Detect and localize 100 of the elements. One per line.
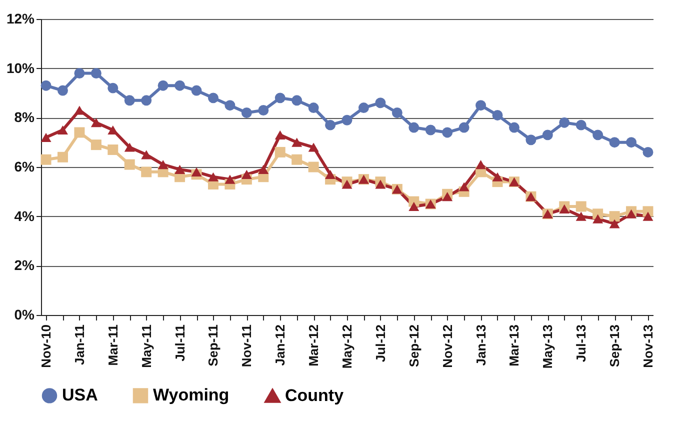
point <box>141 166 152 178</box>
y-tick-label: 0% <box>14 306 36 322</box>
point <box>476 100 486 111</box>
y-tick-label: 4% <box>14 208 36 224</box>
point <box>40 154 52 165</box>
point <box>358 102 369 114</box>
point <box>74 127 85 138</box>
point <box>90 140 102 150</box>
point <box>342 180 352 189</box>
x-tick-label: Sep-12 <box>406 324 422 368</box>
point <box>576 212 586 221</box>
point <box>74 106 85 115</box>
point <box>458 122 470 133</box>
x-tick-label: Jul-13 <box>574 324 589 362</box>
y-tick-label: 10% <box>6 60 36 76</box>
point <box>74 68 85 78</box>
point <box>258 164 269 174</box>
point <box>274 146 286 158</box>
point <box>124 142 135 152</box>
point <box>626 209 637 218</box>
point <box>308 162 319 172</box>
x-tick-label: Sep-11 <box>206 324 221 366</box>
point <box>158 80 168 91</box>
point <box>308 102 319 114</box>
point <box>375 98 386 108</box>
point <box>40 80 52 91</box>
point <box>375 180 386 189</box>
x-tick-label: Mar-12 <box>306 324 322 366</box>
x-tick-label: Sep-13 <box>607 324 622 368</box>
point <box>224 100 236 111</box>
point <box>559 117 570 128</box>
x-tick-label: Nov-11 <box>239 324 254 368</box>
point <box>241 170 252 179</box>
point <box>208 172 218 182</box>
point <box>274 130 286 140</box>
point <box>191 167 202 176</box>
point <box>57 85 68 96</box>
point <box>191 85 202 96</box>
x-tick-label: Nov-12 <box>440 324 455 368</box>
point <box>526 134 536 146</box>
point <box>308 142 319 152</box>
point <box>442 192 453 202</box>
x-tick-label: Mar-13 <box>506 324 522 366</box>
point <box>174 80 186 91</box>
point <box>108 144 118 155</box>
point <box>542 130 553 140</box>
y-tick-label: 2% <box>14 257 36 274</box>
legend-label: USA <box>62 386 98 405</box>
x-tick-label: Jul-12 <box>372 324 388 362</box>
x-tick-label: Nov-10 <box>38 324 54 368</box>
point <box>57 152 68 162</box>
point <box>442 127 453 138</box>
x-tick-label: May-12 <box>340 324 354 369</box>
point <box>224 174 236 184</box>
legend-label: Wyoming <box>153 386 230 405</box>
point <box>325 120 336 130</box>
point <box>325 170 336 179</box>
y-tick-label: 6% <box>14 158 36 174</box>
x-tick-label: Jan-13 <box>473 324 488 366</box>
point <box>609 219 620 228</box>
point <box>141 95 152 106</box>
point <box>292 138 302 147</box>
point <box>642 212 654 221</box>
point <box>408 202 420 212</box>
legend-label: County <box>285 386 344 406</box>
point <box>642 146 654 158</box>
point <box>609 137 620 148</box>
point <box>576 201 586 212</box>
point <box>292 95 302 106</box>
point <box>576 120 586 130</box>
point <box>174 164 186 174</box>
point <box>476 160 486 170</box>
point <box>626 137 637 148</box>
point <box>40 132 52 142</box>
x-tick-label: May-13 <box>540 324 556 369</box>
x-tick-label: Jan-12 <box>272 324 288 366</box>
point <box>108 125 118 135</box>
point <box>392 108 402 118</box>
point <box>508 122 520 133</box>
point <box>559 204 570 214</box>
point <box>408 122 420 133</box>
point <box>90 118 102 128</box>
point <box>592 214 604 224</box>
point <box>241 108 252 118</box>
point <box>492 110 503 120</box>
point <box>108 82 118 94</box>
point <box>57 125 68 135</box>
point <box>609 211 620 222</box>
point <box>292 154 302 165</box>
y-tick-label: 8% <box>14 109 36 126</box>
point <box>274 92 286 104</box>
x-tick-label: Nov-13 <box>640 324 656 368</box>
point <box>141 150 152 160</box>
point <box>592 130 604 140</box>
point <box>425 124 436 136</box>
point <box>342 114 352 126</box>
x-tick-label: Jan-11 <box>72 324 87 365</box>
x-tick-label: Jul-11 <box>172 324 188 362</box>
x-tick-label: May-11 <box>138 324 154 368</box>
point <box>124 159 135 170</box>
